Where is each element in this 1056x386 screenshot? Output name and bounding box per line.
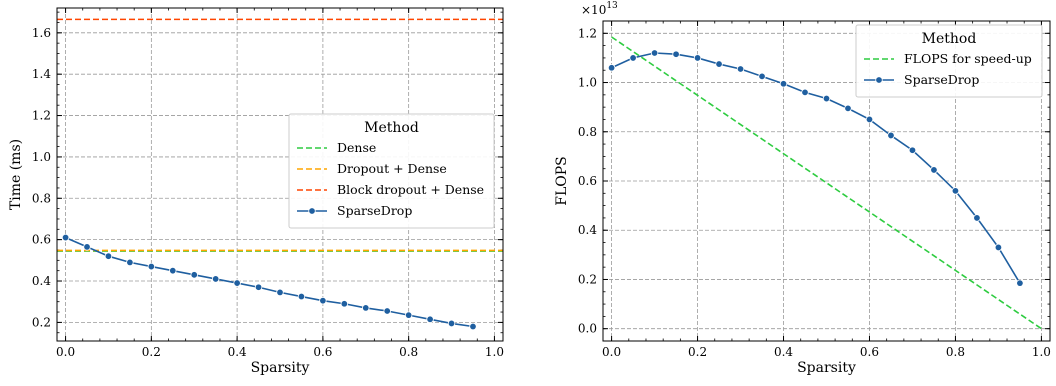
y-tick-label: 0.4	[32, 274, 51, 288]
legend-marker-sparsedrop	[875, 76, 883, 84]
y-tick-label: 1.2	[32, 109, 51, 123]
legend-box	[855, 24, 1043, 98]
x-tick-label: 0.2	[142, 345, 161, 359]
data-point-sparsedrop	[736, 65, 745, 73]
data-point-sparsedrop	[865, 115, 874, 124]
y-tick-label: 0.0	[578, 322, 597, 336]
y-tick-label: 1.0	[32, 150, 51, 164]
legend-title: Method	[364, 120, 419, 136]
data-point-sparsedrop	[758, 72, 766, 81]
x-tick-label: 0.8	[946, 345, 965, 359]
x-tick-label: 0.2	[688, 345, 707, 359]
data-point-sparsedrop	[169, 266, 177, 275]
x-tick-label: 0.6	[313, 345, 332, 359]
data-point-sparsedrop	[908, 146, 917, 154]
y-tick-label: 0.2	[32, 315, 51, 329]
data-point-sparsedrop	[973, 214, 981, 222]
legend: Method FLOPS for speed-up SparseDrop	[855, 24, 1043, 98]
data-point-sparsedrop	[844, 104, 852, 113]
legend-label-flops-for-speed-up: FLOPS for speed-up	[904, 51, 1032, 66]
y-tick-label: 0.8	[32, 191, 51, 205]
x-tick-label: 0.8	[399, 345, 418, 359]
y-axis-label: FLOPS	[554, 156, 570, 206]
plot-frame	[602, 20, 1051, 342]
data-point-sparsedrop	[447, 319, 456, 328]
chart-panel-1: 0.0 0.2 0.4 0.6 0.8 1.0 0.2 0.4 0.6 0.8 1.0 1.2 1.4 1…	[8, 7, 504, 376]
data-point-sparsedrop	[426, 315, 434, 323]
data-point-sparsedrop	[233, 279, 241, 287]
data-point-sparsedrop	[104, 252, 113, 260]
data-point-sparsedrop	[994, 243, 1003, 252]
data-point-sparsedrop	[1016, 279, 1024, 287]
data-point-sparsedrop	[297, 292, 306, 301]
data-point-sparsedrop	[383, 307, 391, 315]
data-point-sparsedrop	[629, 54, 637, 62]
x-axis-label: Sparsity	[797, 360, 856, 376]
legend-box	[288, 113, 495, 229]
data-point-sparsedrop	[822, 94, 831, 103]
x-axis-label: Sparsity	[251, 360, 310, 376]
y-tick-label: 1.6	[32, 26, 51, 40]
legend-label-block-dropout-dense: Block dropout + Dense	[337, 182, 484, 197]
x-tick-label: 0.0	[56, 345, 75, 359]
data-point-sparsedrop	[83, 243, 91, 251]
y-tick-label: 1.4	[32, 67, 51, 81]
y-axis-label: Time (ms)	[8, 139, 24, 210]
legend-title: Method	[922, 31, 977, 47]
data-point-sparsedrop	[693, 54, 702, 62]
data-point-sparsedrop	[469, 322, 477, 331]
x-tick-label: 1.0	[1032, 345, 1051, 359]
legend-label-dense: Dense	[337, 140, 376, 155]
series-line-flops-for-speed-up	[611, 36, 1042, 330]
data-point-sparsedrop	[801, 88, 809, 97]
legend-marker-sparsedrop	[308, 207, 316, 215]
scale-exponent-label: ×1013	[581, 1, 618, 17]
x-tick-label: 0.0	[602, 345, 621, 359]
legend-label-sparsedrop: SparseDrop	[337, 203, 412, 218]
data-point-sparsedrop	[672, 50, 680, 58]
data-point-sparsedrop	[607, 64, 616, 72]
data-point-sparsedrop	[340, 300, 349, 308]
x-tick-label: 0.4	[774, 345, 793, 359]
y-tick-label: 0.2	[578, 272, 597, 286]
data-point-sparsedrop	[404, 311, 413, 319]
x-tick-label: 0.4	[228, 345, 247, 359]
data-point-sparsedrop	[190, 271, 198, 279]
data-point-sparsedrop	[276, 288, 284, 297]
plot-frame	[56, 7, 504, 342]
data-point-sparsedrop	[147, 262, 156, 271]
y-tick-label: 0.6	[32, 233, 51, 247]
legend-label-sparsedrop: SparseDrop	[904, 72, 979, 87]
chart-panel-2: 0.0 0.2 0.4 0.6 0.8 1.0 0.0 0.2 0.4 0.6 0.8 1.0 1.2 S…	[554, 1, 1051, 376]
data-point-sparsedrop	[715, 60, 723, 68]
y-tick-label: 0.6	[578, 174, 597, 188]
data-point-sparsedrop	[319, 296, 327, 305]
y-tick-label: 1.2	[578, 26, 597, 40]
x-tick-label: 0.6	[860, 345, 879, 359]
x-tick-label: 1.0	[485, 345, 504, 359]
data-point-sparsedrop	[887, 131, 895, 140]
data-point-sparsedrop	[930, 166, 938, 174]
data-point-sparsedrop	[779, 80, 788, 88]
y-tick-label: 1.0	[578, 76, 597, 90]
data-point-sparsedrop	[211, 275, 220, 283]
data-point-sparsedrop	[126, 258, 134, 267]
y-tick-label: 0.4	[578, 223, 597, 237]
y-tick-label: 0.8	[578, 125, 597, 139]
data-point-sparsedrop	[254, 283, 263, 291]
legend-label-dropout-dense: Dropout + Dense	[337, 161, 447, 176]
data-point-sparsedrop	[362, 304, 370, 312]
data-point-sparsedrop	[650, 49, 659, 57]
data-point-sparsedrop	[951, 187, 960, 195]
legend: Method Dense Dropout + Dense Block dropout …	[288, 113, 495, 229]
data-point-sparsedrop	[61, 233, 70, 242]
